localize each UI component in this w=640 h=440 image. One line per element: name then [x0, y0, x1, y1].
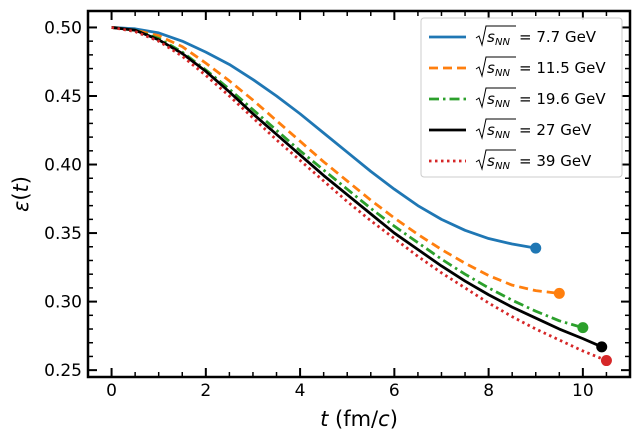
x-tick-label: 4 — [295, 381, 306, 401]
sqrt-sign-icon — [475, 149, 516, 171]
series-endpoint — [553, 287, 565, 299]
series-line — [111, 26, 603, 349]
legend-sqrt-s: s — [487, 90, 495, 108]
legend-label: = 27 GeV — [519, 121, 592, 139]
y-tick-label: 0.25 — [44, 361, 82, 381]
y-tick-label: 0.45 — [44, 87, 82, 107]
x-tick-label: 8 — [483, 381, 494, 401]
series-endpoint — [577, 322, 589, 334]
legend-sqrt-subscript: NN — [495, 37, 510, 48]
x-tick-label: 2 — [200, 381, 211, 401]
series-endpoint — [530, 242, 542, 254]
legend-sqrt-s: s — [487, 121, 495, 139]
sqrt-sign-icon — [475, 56, 516, 78]
legend-sqrt-s: s — [487, 59, 495, 77]
series-endpoint — [596, 341, 608, 353]
ticks-layer: 0 2 4 6 8 10 0.25 0.30 0.35 0.40 0.45 0.50 — [44, 11, 631, 401]
legend-entry: s NN = 39 GeV — [475, 149, 592, 172]
y-axis-label: ε(t) — [9, 176, 33, 212]
legend-label: = 19.6 GeV — [519, 90, 606, 108]
legend-sqrt-subscript: NN — [495, 161, 510, 172]
legend-label: = 7.7 GeV — [519, 28, 597, 46]
legend-box — [420, 17, 623, 178]
x-tick-label: 10 — [572, 381, 594, 401]
series-line — [111, 26, 560, 295]
y-tick-label: 0.50 — [44, 18, 82, 38]
legend-entry: s NN = 19.6 GeV — [475, 87, 606, 110]
series-line — [111, 26, 536, 250]
plot-frame — [86, 9, 632, 379]
series-line — [111, 26, 607, 362]
legend-sqrt-subscript: NN — [495, 99, 510, 110]
series-endpoint — [600, 355, 612, 367]
y-tick-label: 0.40 — [44, 156, 82, 176]
legend-entry: s NN = 27 GeV — [475, 118, 592, 141]
sqrt-sign-icon — [475, 25, 516, 47]
x-tick-label: 6 — [389, 381, 400, 401]
y-tick-label: 0.30 — [44, 293, 82, 313]
sqrt-sign-icon — [475, 118, 516, 140]
legend-label: = 11.5 GeV — [519, 59, 606, 77]
legend-sqrt-subscript: NN — [495, 130, 510, 141]
sqrt-sign-icon — [475, 87, 516, 109]
legend-entry: s NN = 11.5 GeV — [475, 56, 606, 79]
legend-sqrt-subscript: NN — [495, 68, 510, 79]
legend-entry: s NN = 7.7 GeV — [475, 25, 597, 48]
x-tick-label: 0 — [106, 381, 117, 401]
y-tick-label: 0.35 — [44, 224, 82, 244]
legend-label: = 39 GeV — [519, 152, 592, 170]
series-layer — [111, 26, 612, 367]
legend-sqrt-s: s — [487, 152, 495, 170]
x-axis-label: t (fm/c) — [320, 407, 398, 431]
legend-sqrt-s: s — [487, 28, 495, 46]
